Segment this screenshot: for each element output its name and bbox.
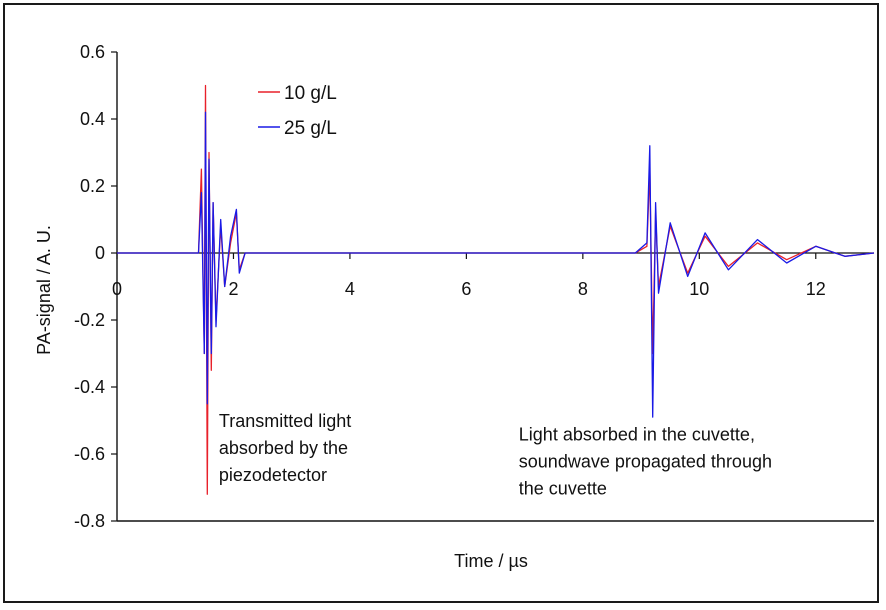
x-tick-label: 6 <box>461 279 471 299</box>
y-tick-label: -0.2 <box>74 310 105 330</box>
x-tick-label: 10 <box>689 279 709 299</box>
x-axis-title: Time / µs <box>454 551 528 571</box>
legend-label-25gL: 25 g/L <box>284 118 337 139</box>
x-tick-label: 12 <box>806 279 826 299</box>
chart-frame <box>3 3 879 603</box>
annotation-0-line-2: piezodetector <box>219 465 327 485</box>
annotation-1-line-0: Light absorbed in the cuvette, <box>519 425 755 445</box>
y-tick-label: -0.4 <box>74 377 105 397</box>
y-tick-label: 0.6 <box>80 42 105 62</box>
series-line-25gL <box>117 111 875 418</box>
annotation-1-line-2: the cuvette <box>519 479 607 499</box>
legend: 10 g/L 25 g/L <box>258 83 337 139</box>
x-tick-label: 8 <box>578 279 588 299</box>
y-tick-label: 0 <box>95 243 105 263</box>
y-tick-label: 0.4 <box>80 109 105 129</box>
annotation-0-line-0: Transmitted light <box>219 411 351 431</box>
y-tick-label: -0.6 <box>74 444 105 464</box>
y-tick-label: 0.2 <box>80 176 105 196</box>
series-layer <box>117 84 875 495</box>
x-tick-labels: 024681012 <box>112 279 826 299</box>
annotation-1-line-1: soundwave propagated through <box>519 452 772 472</box>
annotations: Transmitted light absorbed by the piezodet… <box>219 411 772 498</box>
x-tick-label: 4 <box>345 279 355 299</box>
legend-label-10gL: 10 g/L <box>284 83 337 104</box>
x-tick-label: 2 <box>228 279 238 299</box>
y-tick-label: -0.8 <box>74 511 105 531</box>
axes <box>111 51 874 522</box>
annotation-0-line-1: absorbed by the <box>219 438 348 458</box>
y-axis-title: PA-signal / A. U. <box>34 225 54 355</box>
y-tick-labels: 0.6 0.4 0.2 0 -0.2 -0.4 -0.6 -0.8 <box>74 42 105 531</box>
